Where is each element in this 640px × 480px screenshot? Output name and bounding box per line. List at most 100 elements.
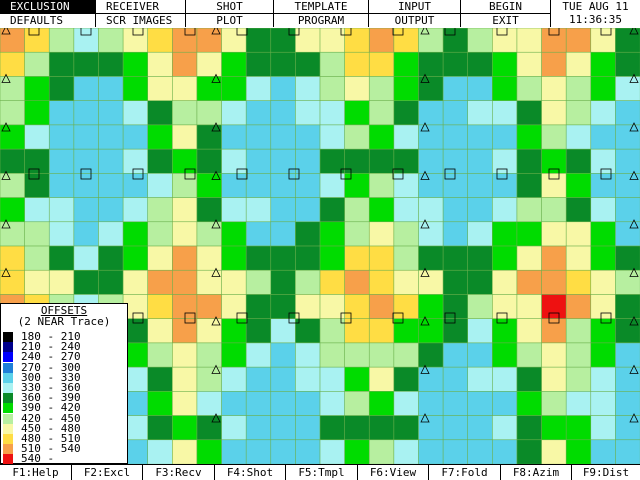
- bin-cell: [196, 415, 223, 441]
- bin-cell: [565, 415, 592, 441]
- bin-cell: [467, 294, 493, 320]
- menu-plot[interactable]: PLOT: [186, 14, 274, 27]
- bin-cell: [467, 245, 493, 271]
- bin-cell: [590, 415, 616, 441]
- menu-exclusion[interactable]: EXCLUSION: [0, 0, 96, 13]
- bin-cell: [541, 221, 567, 247]
- bin-cell: [541, 173, 567, 199]
- bin-cell: [98, 245, 124, 271]
- bin-cell: [442, 366, 469, 392]
- bin-cell: [393, 318, 419, 344]
- bin-cell: [245, 148, 272, 174]
- bin-cell: [73, 197, 99, 223]
- bin-cell: [492, 221, 518, 247]
- bin-cell: [172, 221, 198, 247]
- bin-cell: [344, 51, 370, 77]
- bin-cell: [24, 28, 50, 53]
- f7-fold-key[interactable]: F7:Fold: [429, 465, 501, 480]
- bin-cell: [270, 197, 296, 223]
- bin-cell: [393, 173, 419, 199]
- bin-cell: [98, 173, 124, 199]
- f3-receiver-key[interactable]: F3:Recv: [143, 465, 215, 480]
- bin-cell: [393, 245, 419, 271]
- bin-cell: [516, 173, 543, 199]
- receiver-marker: [629, 28, 639, 35]
- f5-template-key[interactable]: F5:Tmpl: [286, 465, 358, 480]
- bin-cell: [295, 124, 321, 150]
- bin-cell: [319, 245, 346, 271]
- bin-cell: [270, 148, 296, 174]
- bin-cell: [442, 415, 469, 441]
- bin-cell: [270, 245, 296, 271]
- bin-cell: [295, 415, 321, 441]
- menu-exit[interactable]: EXIT: [461, 14, 551, 27]
- menu-scr-images[interactable]: SCR IMAGES: [96, 14, 186, 27]
- menu-output[interactable]: OUTPUT: [369, 14, 461, 27]
- shot-marker: [236, 168, 248, 180]
- menu-receiver[interactable]: RECEIVER: [96, 0, 186, 13]
- bin-cell: [172, 124, 198, 150]
- bin-cell: [344, 245, 370, 271]
- receiver-marker: [629, 73, 639, 83]
- f4-shot-key[interactable]: F4:Shot: [215, 465, 286, 480]
- menu-input[interactable]: INPUT: [369, 0, 461, 13]
- bin-cell: [393, 366, 419, 392]
- menu-shot[interactable]: SHOT: [186, 0, 274, 13]
- bin-cell: [541, 76, 567, 102]
- bin-cell: [147, 245, 173, 271]
- f8-azimuth-key[interactable]: F8:Azim: [501, 465, 572, 480]
- bin-cell: [615, 318, 640, 344]
- bin-cell: [295, 76, 321, 102]
- bin-cell: [418, 439, 444, 464]
- bin-cell: [467, 148, 493, 174]
- bin-cell: [270, 415, 296, 441]
- f6-view-key[interactable]: F6:View: [358, 465, 429, 480]
- bin-cell: [196, 51, 223, 77]
- receiver-marker: [420, 267, 430, 277]
- bin-cell: [245, 76, 272, 102]
- bin-cell: [196, 221, 223, 247]
- shot-marker: [548, 168, 560, 180]
- legend-row: 390 - 420: [3, 402, 81, 414]
- bin-cell: [442, 51, 469, 77]
- bin-cell: [418, 124, 444, 150]
- menu-program[interactable]: PROGRAM: [274, 14, 369, 27]
- bin-cell: [516, 28, 543, 53]
- menu-begin[interactable]: BEGIN: [461, 0, 551, 13]
- legend-row: 180 - 210: [3, 331, 81, 343]
- bin-cell: [590, 366, 616, 392]
- shot-marker: [496, 168, 508, 180]
- bin-cell: [541, 245, 567, 271]
- bin-cell: [319, 439, 346, 464]
- bin-cell: [492, 415, 518, 441]
- f1-help-key[interactable]: F1:Help: [0, 465, 72, 480]
- bin-cell: [172, 269, 198, 295]
- bin-cell: [442, 318, 469, 344]
- bin-cell: [221, 245, 247, 271]
- menu-template[interactable]: TEMPLATE: [274, 0, 369, 13]
- bin-cell: [590, 28, 616, 53]
- bin-cell: [196, 439, 223, 464]
- bin-cell: [516, 342, 543, 368]
- bin-cell: [245, 245, 272, 271]
- legend-range-label: 510 - 540: [21, 442, 81, 456]
- bin-cell: [48, 28, 75, 53]
- bin-cell: [565, 76, 592, 102]
- bin-cell: [590, 391, 616, 417]
- bin-cell: [147, 100, 173, 126]
- legend-subtitle: (2 NEAR Trace): [17, 315, 111, 328]
- bin-cell: [565, 148, 592, 174]
- legend-row: 210 - 240: [3, 341, 81, 353]
- receiver-marker: [629, 122, 639, 132]
- f2-exclusion-key[interactable]: F2:Excl: [72, 465, 143, 480]
- bin-cell: [615, 197, 640, 223]
- bin-cell: [368, 245, 395, 271]
- bin-cell: [24, 221, 50, 247]
- bin-cell: [98, 76, 124, 102]
- receiver-marker: [211, 170, 221, 180]
- bin-cell: [147, 391, 173, 417]
- bin-cell: [122, 51, 149, 77]
- menu-defaults[interactable]: DEFAULTS: [0, 14, 96, 27]
- bin-cell: [393, 124, 419, 150]
- f9-distance-key[interactable]: F9:Dist: [582, 466, 630, 479]
